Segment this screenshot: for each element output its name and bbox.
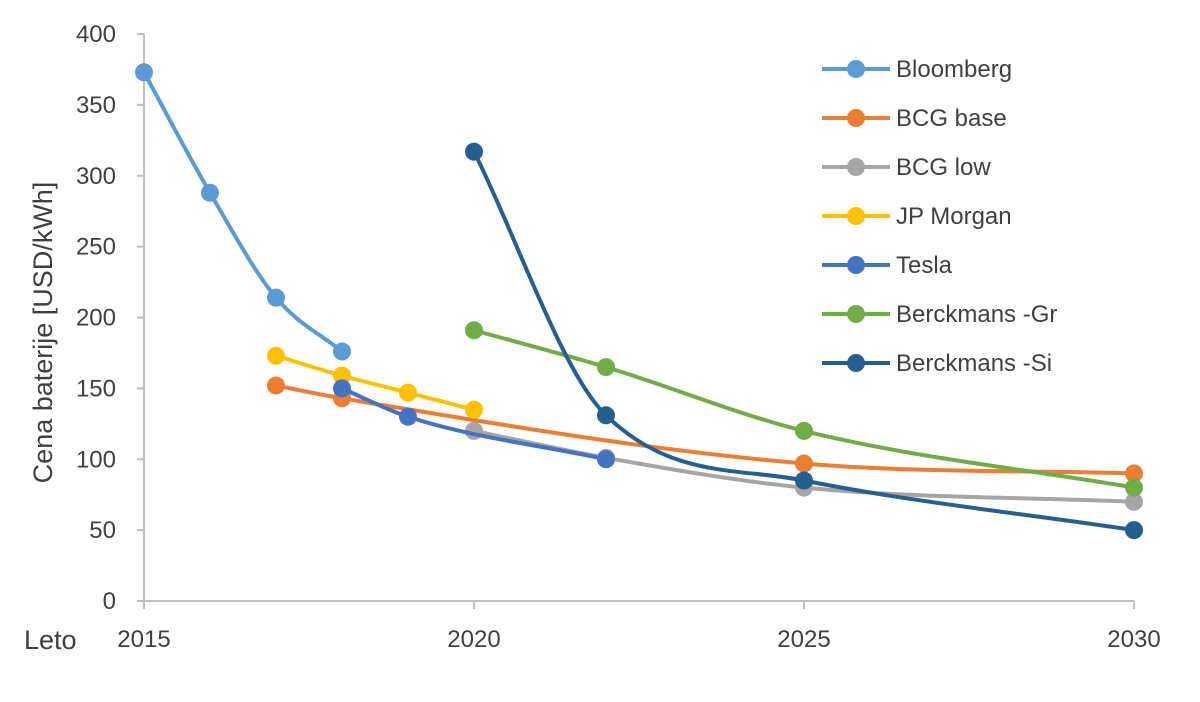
legend-label: BCG base — [896, 105, 1007, 132]
y-tick-label: 250 — [76, 234, 116, 261]
x-tick-label: 2015 — [117, 626, 170, 653]
data-point-jp-morgan — [465, 400, 483, 419]
data-point-bloomberg — [201, 183, 219, 202]
x-tick-label: 2030 — [1107, 626, 1160, 653]
y-tick-label: 300 — [76, 163, 116, 190]
legend-label: Tesla — [896, 252, 953, 279]
legend-item-berckmans-gr: Berckmans -Gr — [822, 301, 1057, 328]
series-lines — [135, 63, 1143, 540]
series-bloomberg — [135, 63, 351, 361]
legend-item-bcg-base: BCG base — [822, 105, 1007, 132]
legend-swatch-marker — [847, 207, 865, 225]
legend: Bloomberg BCG base BCG low JP Morgan Tesla Be… — [822, 56, 1057, 377]
legend-label: BCG low — [896, 154, 991, 181]
data-point-berckmans-gr — [1125, 478, 1143, 497]
series-line-jp-morgan — [274, 353, 476, 412]
y-tick-label: 100 — [76, 446, 116, 473]
data-point-bloomberg — [333, 342, 351, 361]
legend-item-berckmans-si: Berckmans -Si — [822, 350, 1052, 377]
y-tick-label: 0 — [103, 588, 116, 615]
data-point-jp-morgan — [399, 383, 417, 402]
series-line-tesla — [340, 386, 608, 462]
data-point-berckmans-gr — [795, 421, 813, 440]
x-tick-label: 2020 — [447, 626, 500, 653]
legend-label: Berckmans -Si — [896, 350, 1052, 377]
series-berckmans-si — [465, 142, 1143, 540]
data-point-jp-morgan — [267, 346, 285, 365]
data-point-bcg-base — [1125, 464, 1143, 483]
legend-label: Bloomberg — [896, 56, 1012, 83]
legend-label: Berckmans -Gr — [896, 301, 1057, 328]
x-tick-label: 2025 — [777, 626, 830, 653]
y-tick-label: 400 — [76, 21, 116, 48]
y-axis-title: Cena baterije [USD/kWh] — [28, 182, 58, 484]
legend-swatch-marker — [847, 60, 865, 78]
legend-swatch-marker — [847, 256, 865, 274]
data-point-bcg-base — [795, 454, 813, 473]
data-point-bloomberg — [267, 288, 285, 307]
y-tick-label: 350 — [76, 92, 116, 119]
axes: 0 50 100 150 200 250 300 350 400 2015 2020 2025 2030 — [76, 21, 1161, 653]
data-point-bcg-base — [267, 376, 285, 395]
series-line-berckmans-gr — [472, 328, 1136, 490]
legend-swatch-marker — [847, 158, 865, 176]
data-point-bloomberg — [135, 63, 153, 82]
series-berckmans-gr — [465, 321, 1143, 497]
legend-item-bcg-low: BCG low — [822, 154, 991, 181]
legend-swatch-marker — [847, 109, 865, 127]
data-point-berckmans-si — [795, 471, 813, 490]
data-point-berckmans-si — [1125, 521, 1143, 540]
legend-item-jp-morgan: JP Morgan — [822, 203, 1012, 230]
x-axis-title: Leto — [24, 625, 77, 655]
data-point-tesla — [399, 407, 417, 426]
series-jp-morgan — [267, 346, 483, 419]
legend-item-tesla: Tesla — [822, 252, 953, 279]
data-point-jp-morgan — [333, 366, 351, 385]
legend-item-bloomberg: Bloomberg — [822, 56, 1012, 83]
data-point-bcg-low — [1125, 492, 1143, 511]
legend-swatch-marker — [847, 354, 865, 372]
data-point-berckmans-gr — [597, 358, 615, 377]
y-tick-label: 150 — [76, 375, 116, 402]
series-line-berckmans-si — [472, 149, 1136, 533]
legend-label: JP Morgan — [896, 203, 1012, 230]
y-tick-label: 200 — [76, 305, 116, 332]
y-tick-label: 50 — [89, 517, 116, 544]
data-point-berckmans-si — [597, 406, 615, 425]
series-tesla — [333, 379, 615, 469]
data-point-berckmans-si — [465, 142, 483, 161]
data-point-tesla — [597, 450, 615, 469]
data-point-tesla — [333, 379, 351, 398]
series-line-bloomberg — [142, 70, 344, 354]
data-point-berckmans-gr — [465, 321, 483, 340]
legend-swatch-marker — [847, 305, 865, 323]
